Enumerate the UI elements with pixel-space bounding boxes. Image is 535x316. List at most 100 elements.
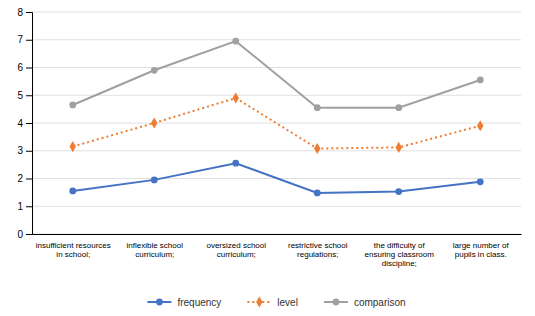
point [151, 67, 158, 74]
x-tick-label-line: curriculum; [135, 250, 174, 259]
y-tick: 3 [17, 145, 32, 156]
x-tick: the difficulty ofensuring classroomdisci… [365, 241, 435, 268]
legend-label: frequency [177, 297, 221, 308]
y-tick-label: 8 [17, 7, 23, 18]
y-tick-label: 3 [17, 145, 23, 156]
grid [32, 12, 521, 234]
x-tick: insufficient resourcesin school; [36, 241, 111, 259]
y-tick-mark [26, 40, 32, 41]
y-tick: 8 [17, 7, 32, 18]
grid-line [32, 234, 521, 235]
point [69, 102, 76, 109]
point [477, 77, 484, 84]
x-tick-label: restrictive schoolregulations; [288, 241, 348, 259]
grid-line [32, 206, 521, 207]
series [69, 160, 483, 196]
x-tick-label-line: curriculum; [217, 250, 256, 259]
point [70, 141, 76, 152]
point [477, 178, 484, 185]
x-tick-label-line: insufficient resources [36, 241, 111, 250]
y-tick: 1 [17, 201, 32, 212]
chart: 0 1 2 3 4 5 6 7 8 insufficient resourcesin school… [0, 0, 535, 316]
x-tick: oversized schoolcurriculum; [206, 241, 266, 259]
legend-swatch-marker [333, 299, 340, 306]
x-tick-label-line: discipline; [382, 259, 417, 268]
y-tick-mark [26, 123, 32, 124]
x-tick-label-line: regulations; [297, 250, 338, 259]
marks [69, 38, 483, 197]
legend-swatch-marker [256, 296, 262, 307]
plot: 0 1 2 3 4 5 6 7 8 insufficient resourcesin school… [17, 7, 521, 268]
point [233, 92, 239, 103]
y-tick-mark [26, 12, 32, 13]
y-tick-label: 6 [17, 62, 23, 73]
series-line [73, 98, 481, 149]
legend-swatch-marker [156, 299, 163, 306]
y-tick: 5 [17, 90, 32, 101]
x-tick-label-line: inflexible school [127, 241, 184, 250]
y-tick-mark [26, 179, 32, 180]
legend-item: comparison [324, 297, 406, 308]
point [395, 104, 402, 111]
y-tick-mark [26, 234, 32, 235]
grid-line [32, 123, 521, 124]
x-tick-label: the difficulty ofensuring classroomdisci… [365, 241, 435, 268]
y-tick: 0 [17, 229, 32, 240]
x-tick-label: inflexible schoolcurriculum; [127, 241, 184, 259]
y-tick-label: 4 [17, 118, 23, 129]
x-tick: inflexible schoolcurriculum; [127, 241, 184, 259]
y-tick-label: 0 [17, 229, 23, 240]
point [477, 120, 483, 131]
y-tick-mark [26, 95, 32, 96]
legend: frequency level comparison [147, 296, 405, 307]
x-tick-label-line: the difficulty of [374, 241, 426, 250]
grid-line [32, 12, 521, 13]
y-tick-mark [26, 206, 32, 207]
series [69, 38, 483, 111]
grid-line [32, 95, 521, 96]
x-tick-label-line: ensuring classroom [365, 250, 435, 259]
x-tick-label-line: large number of [453, 241, 510, 250]
x-tick: large number ofpupils in class. [453, 241, 510, 259]
point [232, 38, 239, 45]
x-tick-label-line: in school; [56, 250, 90, 259]
grid-line [32, 39, 521, 40]
point [314, 190, 321, 197]
y-tick: 7 [17, 34, 32, 45]
y-tick: 6 [17, 62, 32, 73]
y-tick-mark [26, 68, 32, 69]
series [70, 92, 484, 154]
y-tick-label: 2 [17, 173, 23, 184]
series-line [73, 41, 481, 108]
x-tick-label-line: oversized school [206, 241, 266, 250]
x-tick-label-line: restrictive school [288, 241, 348, 250]
point [314, 143, 320, 154]
grid-line [32, 67, 521, 68]
x-tick-label: oversized schoolcurriculum; [206, 241, 266, 259]
x-tick-label: insufficient resourcesin school; [36, 241, 111, 259]
legend-item: frequency [147, 297, 221, 308]
series-line [73, 163, 481, 193]
point [151, 117, 157, 128]
point [232, 160, 239, 167]
y-tick-label: 1 [17, 201, 23, 212]
point [151, 177, 158, 184]
y-axis: 0 1 2 3 4 5 6 7 8 [17, 7, 32, 240]
x-tick-label-line: pupils in class. [455, 250, 507, 259]
x-tick: restrictive schoolregulations; [288, 241, 348, 259]
point [396, 142, 402, 153]
x-axis: insufficient resourcesin school; inflexib… [33, 235, 522, 269]
y-tick-mark [26, 151, 32, 152]
point [395, 188, 402, 195]
legend-label: comparison [354, 297, 406, 308]
grid-line [32, 150, 521, 151]
point [69, 188, 76, 195]
x-tick-label: large number ofpupils in class. [453, 241, 510, 259]
y-axis-line [26, 13, 33, 235]
y-tick: 2 [17, 173, 32, 184]
x-axis-line [33, 234, 522, 235]
y-tick: 4 [17, 118, 32, 129]
y-tick-label: 7 [17, 34, 23, 45]
legend-item: level [247, 296, 298, 307]
point [314, 104, 321, 111]
